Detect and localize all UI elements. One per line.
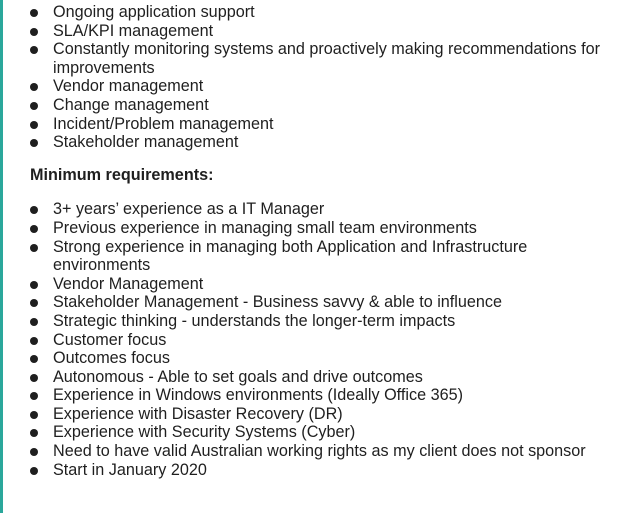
- bullet-icon: [30, 27, 38, 36]
- list-item-text: Strategic thinking - understands the lon…: [53, 311, 456, 330]
- list-item: Ongoing application support: [0, 3, 613, 22]
- list-item-text: Vendor Management: [53, 274, 204, 293]
- requirements-list: 3+ years’ experience as a IT Manager Pre…: [0, 200, 640, 479]
- list-item: Vendor Management: [0, 275, 613, 294]
- list-item: Need to have valid Australian working ri…: [0, 442, 613, 461]
- bullet-icon: [30, 224, 38, 233]
- list-item-text: Strong experience in managing both Appli…: [53, 237, 528, 275]
- list-item-text: SLA/KPI management: [53, 21, 214, 40]
- list-item: Experience with Disaster Recovery (DR): [0, 405, 613, 424]
- bullet-icon: [30, 280, 38, 289]
- list-item-text: Experience in Windows environments (Idea…: [53, 386, 463, 405]
- list-item: Start in January 2020: [0, 461, 613, 480]
- list-item: SLA/KPI management: [0, 22, 613, 41]
- responsibilities-list: Ongoing application support SLA/KPI mana…: [0, 3, 640, 152]
- bullet-icon: [30, 392, 38, 401]
- list-item-text: Vendor management: [53, 77, 204, 96]
- list-item-text: Change management: [53, 95, 209, 114]
- list-item: Experience with Security Systems (Cyber): [0, 423, 613, 442]
- list-item: Customer focus: [0, 331, 613, 350]
- list-item-text: Ongoing application support: [53, 3, 255, 21]
- list-item-text: Stakeholder Management - Business savvy …: [53, 293, 503, 312]
- list-item: Constantly monitoring systems and proact…: [0, 40, 613, 77]
- list-item: Change management: [0, 96, 613, 115]
- bullet-icon: [30, 46, 38, 55]
- list-item-text: Experience with Disaster Recovery (DR): [53, 404, 343, 423]
- list-item: Stakeholder Management - Business savvy …: [0, 293, 613, 312]
- list-item-text: Outcomes focus: [53, 349, 170, 368]
- list-item-text: Customer focus: [53, 330, 167, 349]
- bullet-icon: [30, 120, 38, 129]
- bullet-icon: [30, 466, 38, 475]
- list-item: Strong experience in managing both Appli…: [0, 238, 613, 275]
- bullet-icon: [30, 139, 38, 148]
- list-item: Incident/Problem management: [0, 115, 613, 134]
- bullet-icon: [30, 336, 38, 345]
- bullet-icon: [30, 9, 38, 17]
- heading-spacer: [0, 184, 640, 200]
- list-item: Previous experience in managing small te…: [0, 219, 613, 238]
- list-item-text: Constantly monitoring systems and proact…: [53, 40, 601, 77]
- bullet-icon: [30, 448, 38, 457]
- list-item: Strategic thinking - understands the lon…: [0, 312, 613, 331]
- list-item-text: 3+ years’ experience as a IT Manager: [53, 200, 325, 219]
- bullet-icon: [30, 429, 38, 438]
- list-item-text: Incident/Problem management: [53, 114, 274, 133]
- requirements-heading: Minimum requirements:: [30, 165, 214, 184]
- list-item: 3+ years’ experience as a IT Manager: [0, 200, 613, 219]
- list-item-text: Need to have valid Australian working ri…: [53, 442, 586, 461]
- list-item: Vendor management: [0, 77, 613, 96]
- list-item-text: Previous experience in managing small te…: [53, 218, 477, 237]
- list-item-text: Experience with Security Systems (Cyber): [53, 423, 356, 442]
- list-item-text: Autonomous - Able to set goals and drive…: [53, 367, 423, 386]
- list-item-text: Stakeholder management: [53, 133, 239, 152]
- bullet-icon: [30, 101, 38, 110]
- list-item: Stakeholder management: [0, 133, 613, 152]
- left-border-rule: [0, 0, 3, 513]
- bullet-icon: [30, 355, 38, 364]
- bullet-icon: [30, 299, 38, 308]
- bullet-icon: [30, 243, 38, 252]
- job-description: Ongoing application support SLA/KPI mana…: [0, 3, 640, 479]
- list-item: Outcomes focus: [0, 349, 613, 368]
- bullet-icon: [30, 83, 38, 92]
- list-item: Autonomous - Able to set goals and drive…: [0, 368, 613, 387]
- list-item: Experience in Windows environments (Idea…: [0, 386, 613, 405]
- list-item-text: Start in January 2020: [53, 460, 207, 479]
- bullet-icon: [30, 410, 38, 419]
- bullet-icon: [30, 206, 38, 215]
- bullet-icon: [30, 373, 38, 382]
- bullet-icon: [30, 317, 38, 326]
